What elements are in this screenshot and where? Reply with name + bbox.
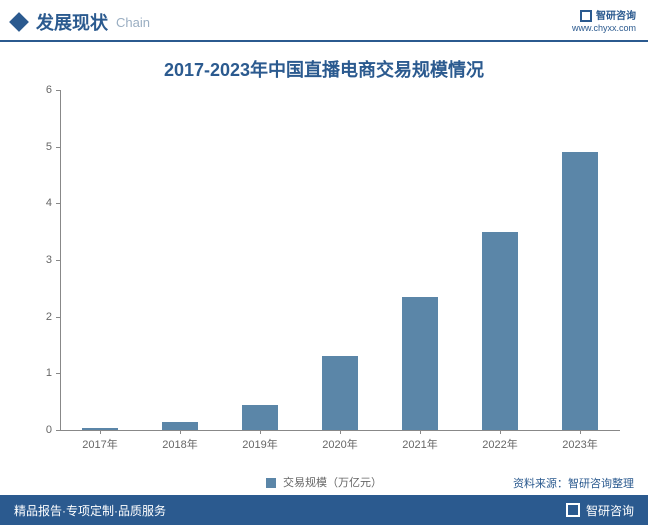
y-tick-label: 0 — [46, 424, 52, 436]
x-tick — [260, 430, 261, 434]
chart-title: 2017-2023年中国直播电商交易规模情况 — [0, 42, 648, 90]
bar — [402, 297, 438, 430]
x-tick — [420, 430, 421, 434]
plot-region — [60, 90, 620, 430]
header-subtitle: Chain — [116, 15, 150, 30]
header-right: 智研咨询 www.chyxx.com — [572, 10, 636, 35]
bar — [482, 232, 518, 430]
header-brand: 智研咨询 — [572, 10, 636, 23]
y-tick-label: 1 — [46, 367, 52, 379]
x-tick — [340, 430, 341, 434]
x-tick-label: 2020年 — [322, 436, 357, 452]
x-tick-label: 2017年 — [82, 436, 117, 452]
x-tick — [100, 430, 101, 434]
legend-swatch — [266, 478, 276, 488]
header-title: 发展现状 — [36, 9, 108, 35]
x-tick — [500, 430, 501, 434]
header-bar: 发展现状 Chain 智研咨询 www.chyxx.com — [0, 0, 648, 42]
y-tick-label: 4 — [46, 197, 52, 209]
bar — [562, 152, 598, 430]
brand-logo-icon — [580, 10, 592, 22]
y-tick-label: 2 — [46, 311, 52, 323]
y-tick-label: 3 — [46, 254, 52, 266]
footer-bar: 精品报告·专项定制·品质服务 智研咨询 — [0, 495, 648, 525]
x-tick-label: 2023年 — [562, 436, 597, 452]
x-tick-label: 2022年 — [482, 436, 517, 452]
brand-url: www.chyxx.com — [572, 23, 636, 35]
legend-label: 交易规模（万亿元） — [283, 477, 382, 489]
bar — [242, 405, 278, 431]
x-tick — [180, 430, 181, 434]
diamond-icon — [9, 12, 29, 32]
footer-right: 智研咨询 — [566, 502, 634, 519]
y-tick-label: 6 — [46, 84, 52, 96]
brand-name: 智研咨询 — [596, 10, 636, 23]
y-tick-label: 5 — [46, 141, 52, 153]
x-axis-labels: 2017年 2018年 2019年 2020年 2021年 2022年 2023年 — [60, 436, 620, 456]
footer-left: 精品报告·专项定制·品质服务 — [14, 502, 166, 519]
x-tick-label: 2019年 — [242, 436, 277, 452]
source-line: 资料来源：智研咨询整理 — [513, 475, 634, 491]
footer-brand-icon — [566, 503, 580, 517]
chart-area: 0123456 2017年2018年2019年2020年2021年2022年20… — [20, 90, 628, 470]
footer-brand: 智研咨询 — [586, 502, 634, 519]
bar — [162, 422, 198, 431]
y-axis: 0123456 — [20, 90, 60, 430]
x-tick-label: 2018年 — [162, 436, 197, 452]
bar — [322, 356, 358, 430]
x-tick — [580, 430, 581, 434]
x-tick-label: 2021年 — [402, 436, 437, 452]
